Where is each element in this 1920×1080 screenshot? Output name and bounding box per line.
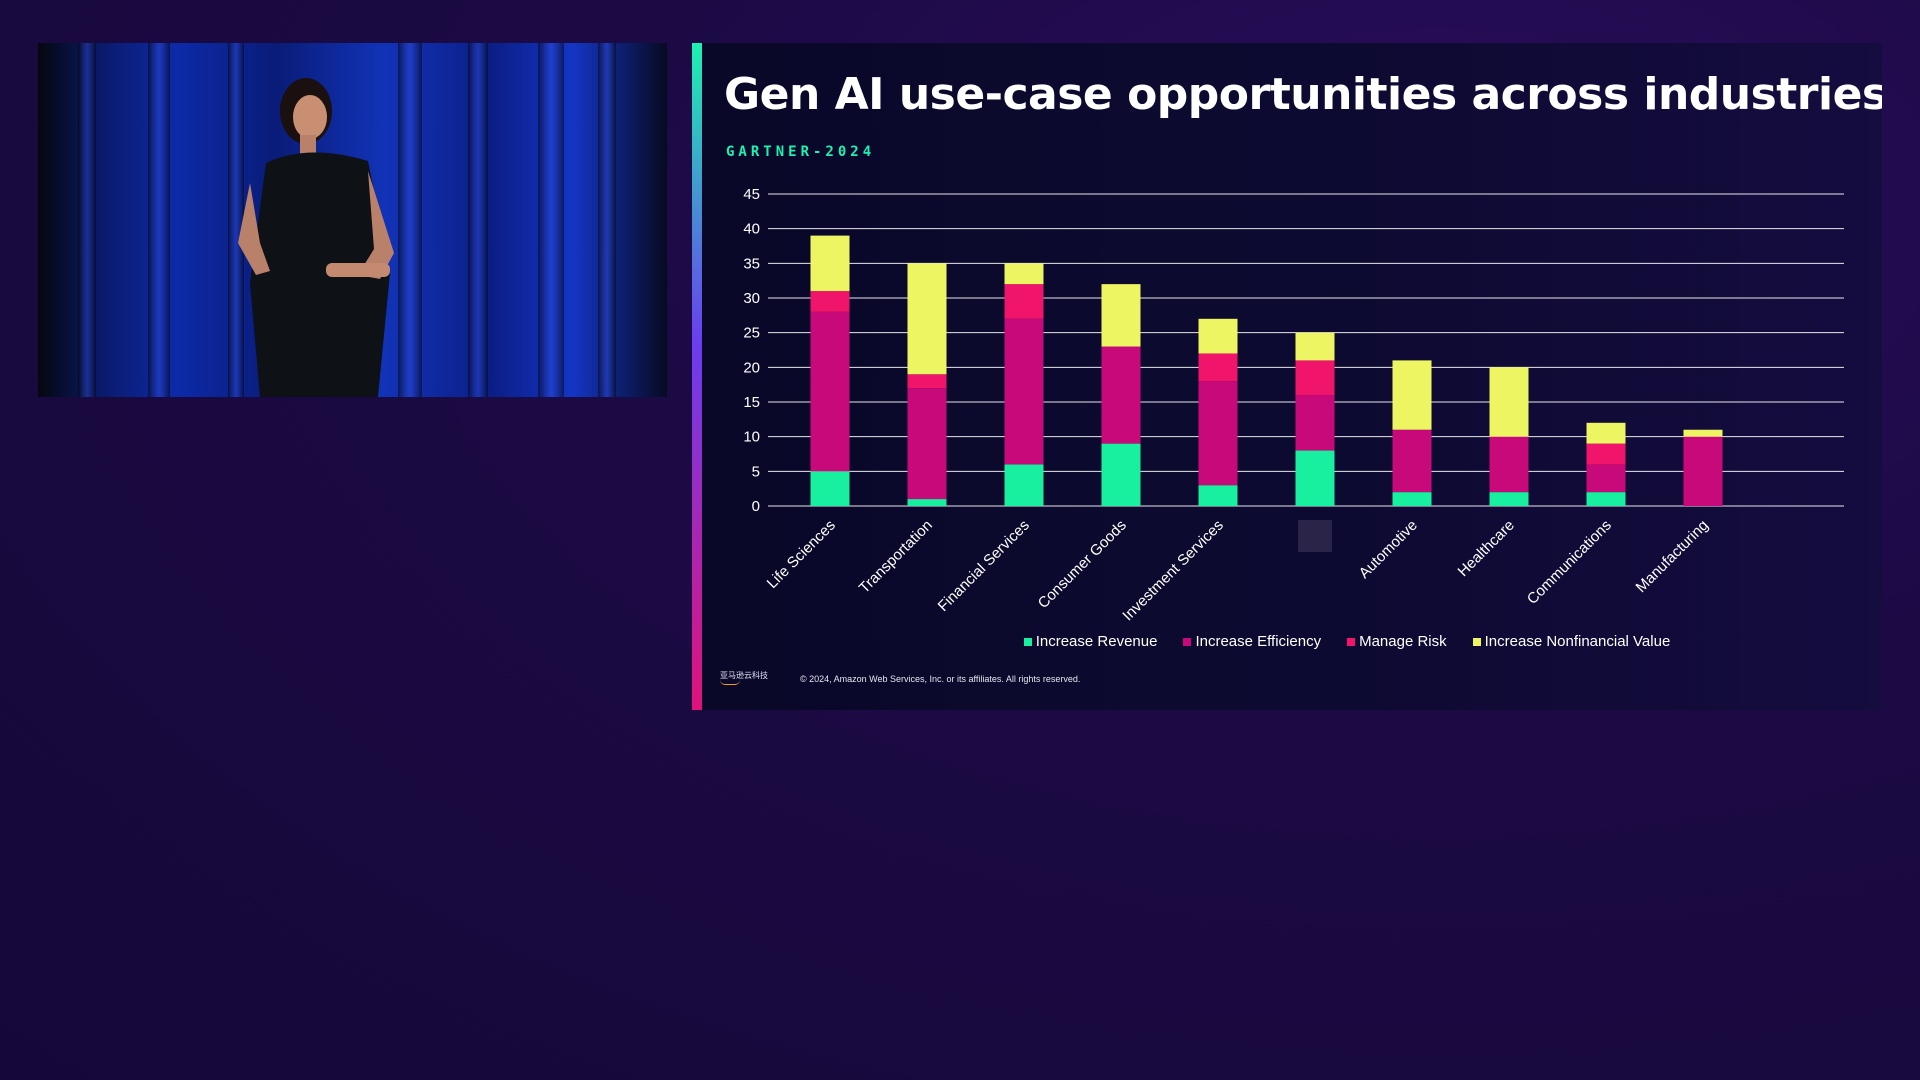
bar-segment-increase-nonfinancial-value [907, 263, 947, 375]
bar-segment-increase-nonfinancial-value [1489, 367, 1529, 437]
bar-segment-increase-efficiency [1392, 429, 1432, 493]
legend-item: Increase Nonfinancial Value [1472, 633, 1671, 650]
bar-segment-increase-revenue [1586, 492, 1626, 506]
legend-label: Manage Risk [1359, 633, 1447, 650]
x-tick-label: Healthcare [1455, 517, 1518, 580]
presenter-figure [238, 78, 394, 397]
stacked-bar-chart: 0 5 10 15 20 25 30 35 40 45 Life Sciences Transport… [743, 186, 1844, 625]
smile-icon [720, 680, 740, 685]
bar-segment-increase-efficiency [1004, 318, 1044, 465]
slide-title: Gen AI use-case opportunities across ind… [724, 69, 1882, 120]
legend-label: Increase Nonfinancial Value [1484, 633, 1671, 650]
bar-segment-increase-efficiency [810, 311, 850, 472]
curtain-fold [398, 43, 422, 397]
copyright-text: © 2024, Amazon Web Services, Inc. or its… [800, 674, 1081, 684]
legend-label: Increase Revenue [1035, 633, 1158, 650]
slide-subtitle: GARTNER-2024 [726, 144, 876, 160]
bar-segment-manage-risk [810, 291, 850, 312]
bar-segment-increase-revenue [1489, 492, 1529, 506]
y-tick-label: 15 [743, 394, 760, 411]
bar-segment-increase-nonfinancial-value [1392, 360, 1432, 430]
y-tick-label: 30 [743, 290, 760, 307]
y-tick-label: 5 [752, 463, 760, 480]
legend-label: Increase Efficiency [1195, 633, 1322, 650]
y-tick-label: 45 [743, 186, 760, 203]
chart-legend: Increase Revenue Increase Efficiency Manag… [692, 633, 1882, 650]
bar-segment-increase-efficiency [1683, 436, 1723, 506]
x-tick-label: Financial Services [935, 517, 1033, 615]
bar-segment-increase-nonfinancial-value [1586, 422, 1626, 444]
bar-segment-manage-risk [1198, 353, 1238, 382]
bar-segment-increase-efficiency [1198, 381, 1238, 486]
legend-item: Increase Revenue [1023, 633, 1158, 650]
bar-segment-manage-risk [907, 374, 947, 389]
bar-segment-increase-nonfinancial-value [810, 235, 850, 292]
bar-segment-increase-efficiency [1295, 395, 1335, 451]
legend-swatch [1023, 637, 1032, 646]
speaker-video-scene [78, 43, 616, 397]
bar-segment-increase-nonfinancial-value [1101, 284, 1141, 347]
bar-segment-increase-nonfinancial-value [1198, 318, 1238, 354]
slide-accent-bar [692, 43, 702, 710]
legend-swatch [1472, 637, 1481, 646]
y-tick-label: 40 [743, 221, 760, 238]
y-tick-label: 20 [743, 359, 760, 376]
legend-item: Manage Risk [1347, 633, 1447, 650]
label-placeholder-box [1298, 520, 1332, 552]
curtain-fold [228, 43, 244, 397]
curtain-fold [78, 43, 96, 397]
bar-segment-increase-nonfinancial-value [1295, 332, 1335, 361]
y-tick-label: 10 [743, 429, 760, 446]
bar-segment-increase-revenue [810, 471, 850, 506]
speaker-video [38, 43, 667, 397]
bar-segment-increase-nonfinancial-value [1683, 429, 1723, 437]
curtain-fold [468, 43, 488, 397]
bar-segment-increase-revenue [1198, 485, 1238, 506]
x-tick-label: Automotive [1356, 517, 1421, 582]
presentation-slide: Gen AI use-case opportunities across ind… [692, 43, 1882, 710]
bar-segment-increase-efficiency [907, 388, 947, 500]
bar-segment-increase-revenue [1004, 464, 1044, 506]
y-tick-label: 0 [752, 498, 760, 515]
bar-segment-manage-risk [1586, 443, 1626, 465]
x-tick-label: Investment Services [1119, 517, 1227, 625]
bar-segment-increase-revenue [1101, 443, 1141, 506]
legend-swatch [1183, 637, 1192, 646]
x-tick-label: Consumer Goods [1035, 517, 1130, 612]
bar-segment-increase-revenue [907, 499, 947, 506]
x-tick-label: Life Sciences [764, 517, 839, 592]
bar-segment-increase-revenue [1392, 492, 1432, 506]
brand-logo: 亚马逊云科技 [720, 670, 768, 685]
x-tick-label: Transportation [856, 517, 936, 597]
curtain-fold [148, 43, 170, 397]
legend-item: Increase Efficiency [1183, 633, 1321, 650]
legend-swatch [1347, 637, 1356, 646]
y-tick-label: 35 [743, 255, 760, 272]
bar-segment-increase-efficiency [1586, 464, 1626, 493]
bar-segment-manage-risk [1295, 360, 1335, 396]
curtain-fold [538, 43, 564, 397]
bar-segment-manage-risk [1004, 284, 1044, 319]
x-tick-label: Communications [1524, 517, 1615, 608]
bar-segment-increase-efficiency [1489, 436, 1529, 493]
x-tick-label: Manufacturing [1633, 517, 1712, 596]
brand-logo-text: 亚马逊云科技 [720, 671, 768, 680]
bar-segment-increase-revenue [1295, 450, 1335, 506]
bar-segment-increase-nonfinancial-value [1004, 263, 1044, 285]
curtain-fold [598, 43, 616, 397]
bar-segment-increase-efficiency [1101, 346, 1141, 444]
y-tick-label: 25 [743, 325, 760, 342]
